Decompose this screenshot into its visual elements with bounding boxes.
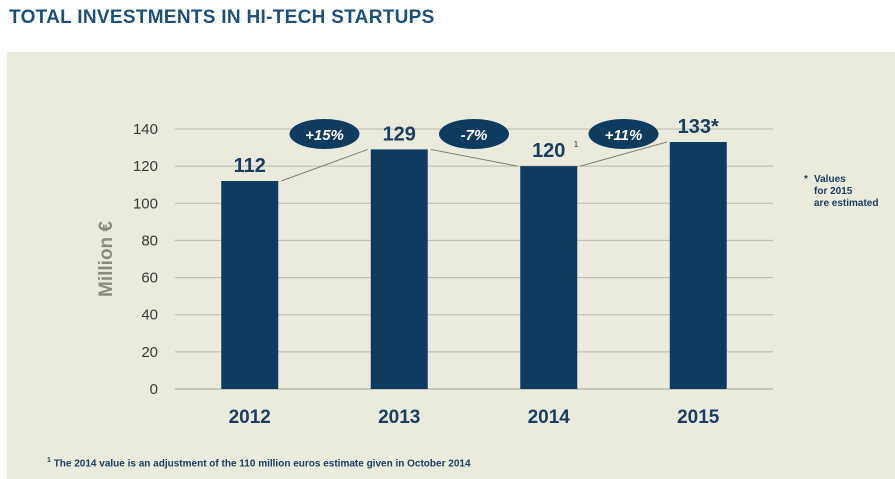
- change-bubble: [588, 119, 659, 149]
- y-tick-label: 140: [133, 121, 158, 138]
- chart-title: TOTAL INVESTMENTS IN HI-TECH STARTUPS: [9, 7, 435, 28]
- y-tick-label: 120: [133, 158, 158, 175]
- estimate-note: * Values for 2015 are estimated: [804, 174, 894, 210]
- x-tick-label: 2012: [229, 407, 271, 428]
- change-label: +11%: [605, 127, 643, 144]
- bar: [669, 142, 727, 389]
- note-line-1: Values: [814, 174, 846, 185]
- bar: [520, 166, 578, 389]
- change-label: -7%: [461, 127, 488, 144]
- bar: [221, 181, 279, 389]
- footnote: 1 The 2014 value is an adjustment of the…: [47, 457, 471, 469]
- footnote-mark: 1: [47, 457, 51, 464]
- change-connector: [430, 148, 518, 167]
- y-axis-label: Million €: [96, 221, 117, 297]
- footnote-text: The 2014 value is an adjustment of the 1…: [53, 458, 471, 470]
- change-label: +15%: [305, 127, 344, 144]
- note-line-2: for 2015: [814, 186, 853, 197]
- y-tick-label: 40: [141, 307, 158, 324]
- y-tick-label: 80: [141, 232, 158, 249]
- data-label: 120: [532, 140, 565, 162]
- data-label: 133*: [678, 116, 719, 138]
- y-tick-label: 60: [141, 270, 158, 287]
- change-connector: [580, 141, 667, 167]
- y-tick-label: 0: [150, 381, 158, 398]
- note-line-3: are estimated: [814, 198, 879, 209]
- x-tick-label: 2015: [677, 407, 720, 428]
- y-tick-label: 100: [133, 195, 158, 212]
- x-tick-label: 2013: [378, 407, 420, 428]
- bar: [370, 149, 428, 389]
- change-bubble: [289, 119, 360, 149]
- change-connector: [281, 148, 368, 182]
- x-tick-label: 2014: [528, 407, 571, 428]
- note-star: *: [804, 174, 808, 185]
- change-bubble: [439, 119, 509, 149]
- data-label: 129: [383, 123, 416, 145]
- y-tick-label: 20: [141, 344, 158, 361]
- data-label-superscript: 1: [574, 140, 579, 149]
- data-label: 112: [234, 155, 266, 177]
